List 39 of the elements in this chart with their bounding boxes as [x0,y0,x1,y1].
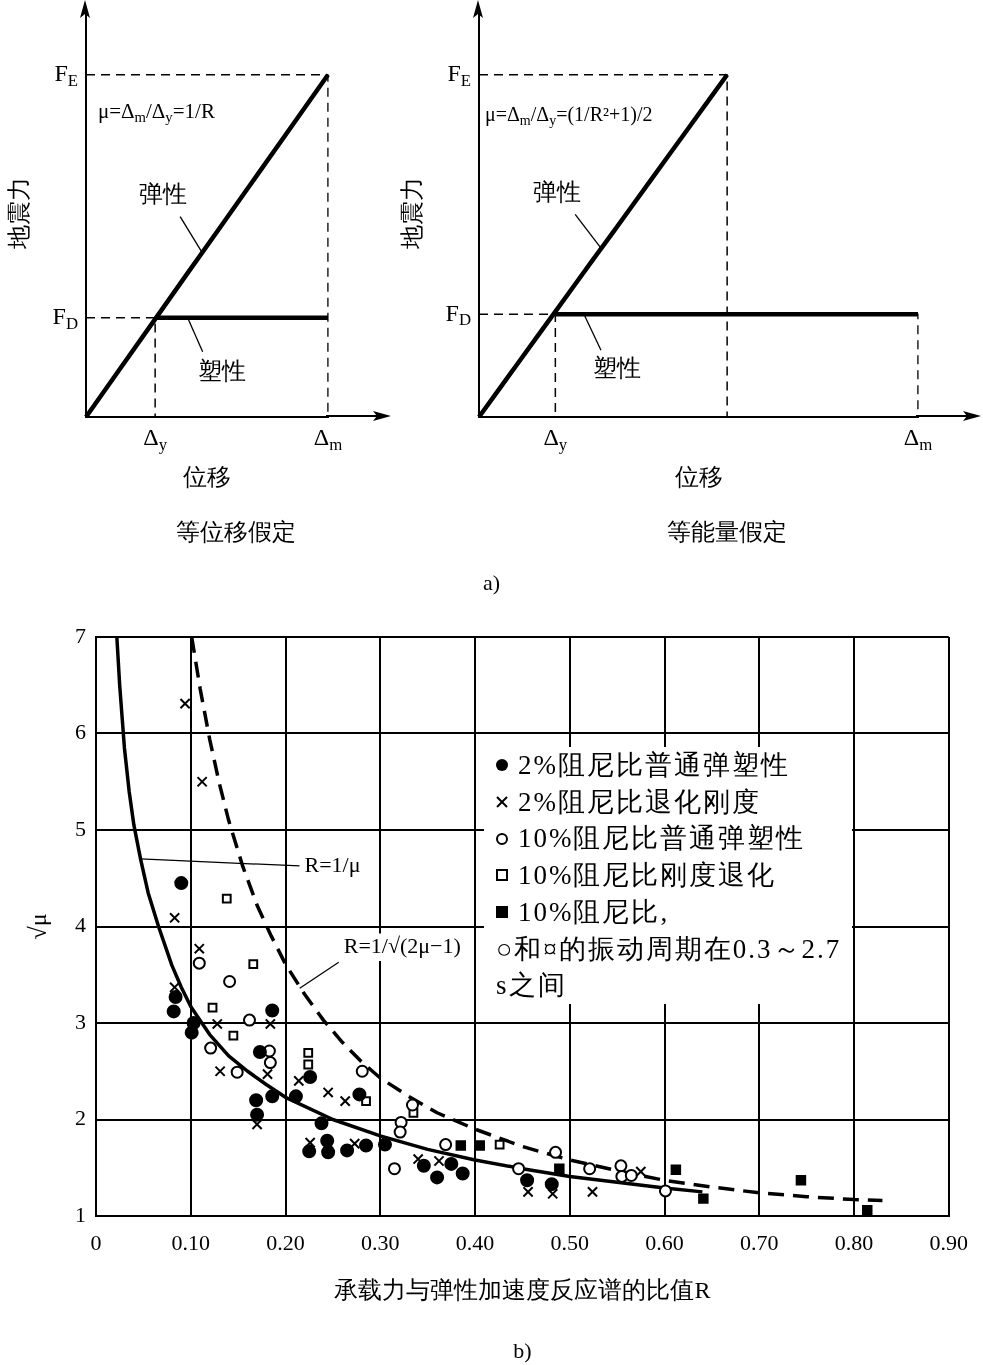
y-tick-label: 2 [75,1105,86,1131]
text: b) [512,1337,533,1365]
x-tick-label: 0.30 [361,1229,400,1255]
x-tick-label: 0.40 [455,1229,495,1255]
y-axis-title: 地震力 [398,176,425,250]
text: a) [481,570,502,596]
y-tick-label: 5 [75,815,86,841]
text: 等位移假定 [174,518,297,547]
x-tick-label: 0 [90,1229,102,1255]
x-axis-title: 位移 [674,463,723,490]
text: 等能量假定 [666,518,788,547]
x-tick-label: 0.90 [929,1229,968,1255]
y-tick-label: 6 [75,719,86,745]
x-tick-label: 0.70 [740,1229,779,1255]
legend-label: 2%阻尼比普通弹塑性 [518,749,790,782]
x-axis-title: 位移 [183,463,231,490]
series-label: 弹性 [139,180,188,207]
legend-label: 10%阻尼比普通弹塑性 [518,822,806,856]
x-tick-label: 0.10 [171,1229,210,1255]
x-tick-label: 0.50 [550,1229,589,1255]
x-tick-label: 0.80 [834,1229,874,1255]
y-tick-label: 7 [75,622,86,648]
x-tick-label: 0.20 [266,1229,305,1255]
series-label: 弹性 [533,178,582,205]
annotation: R=1/μ [304,851,361,877]
legend-label: 10%阻尼比刚度退化 [518,859,777,893]
legend-label: 塑性 [592,354,641,381]
x-axis-title: 承载力与弹性加速度反应谱的比值R [334,1276,711,1303]
y-tick-label: 3 [75,1008,86,1034]
legend-label: 10%阻尼比, [518,895,670,929]
y-axis-title: 地震力 [5,176,32,250]
y-axis-title: √μ [24,913,51,940]
legend-label: 塑性 [197,358,246,385]
annotation: ○和¤的振动周期在0.3～2.7 s之间 [496,932,843,1003]
legend-label: 2%阻尼比退化刚度 [518,785,761,819]
y-tick-label: 1 [75,1201,86,1227]
annotation: R=1/√(2μ−1) [343,933,461,959]
y-tick-label: 4 [75,912,86,938]
x-tick-label: 0.60 [645,1229,684,1255]
